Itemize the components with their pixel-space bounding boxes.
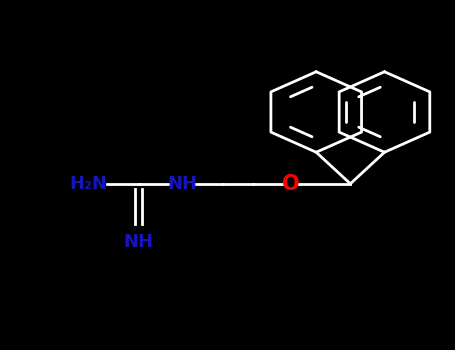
Text: NH: NH: [167, 175, 197, 193]
Text: H₂N: H₂N: [70, 175, 108, 193]
Text: O: O: [283, 174, 300, 194]
Text: NH: NH: [124, 233, 154, 251]
